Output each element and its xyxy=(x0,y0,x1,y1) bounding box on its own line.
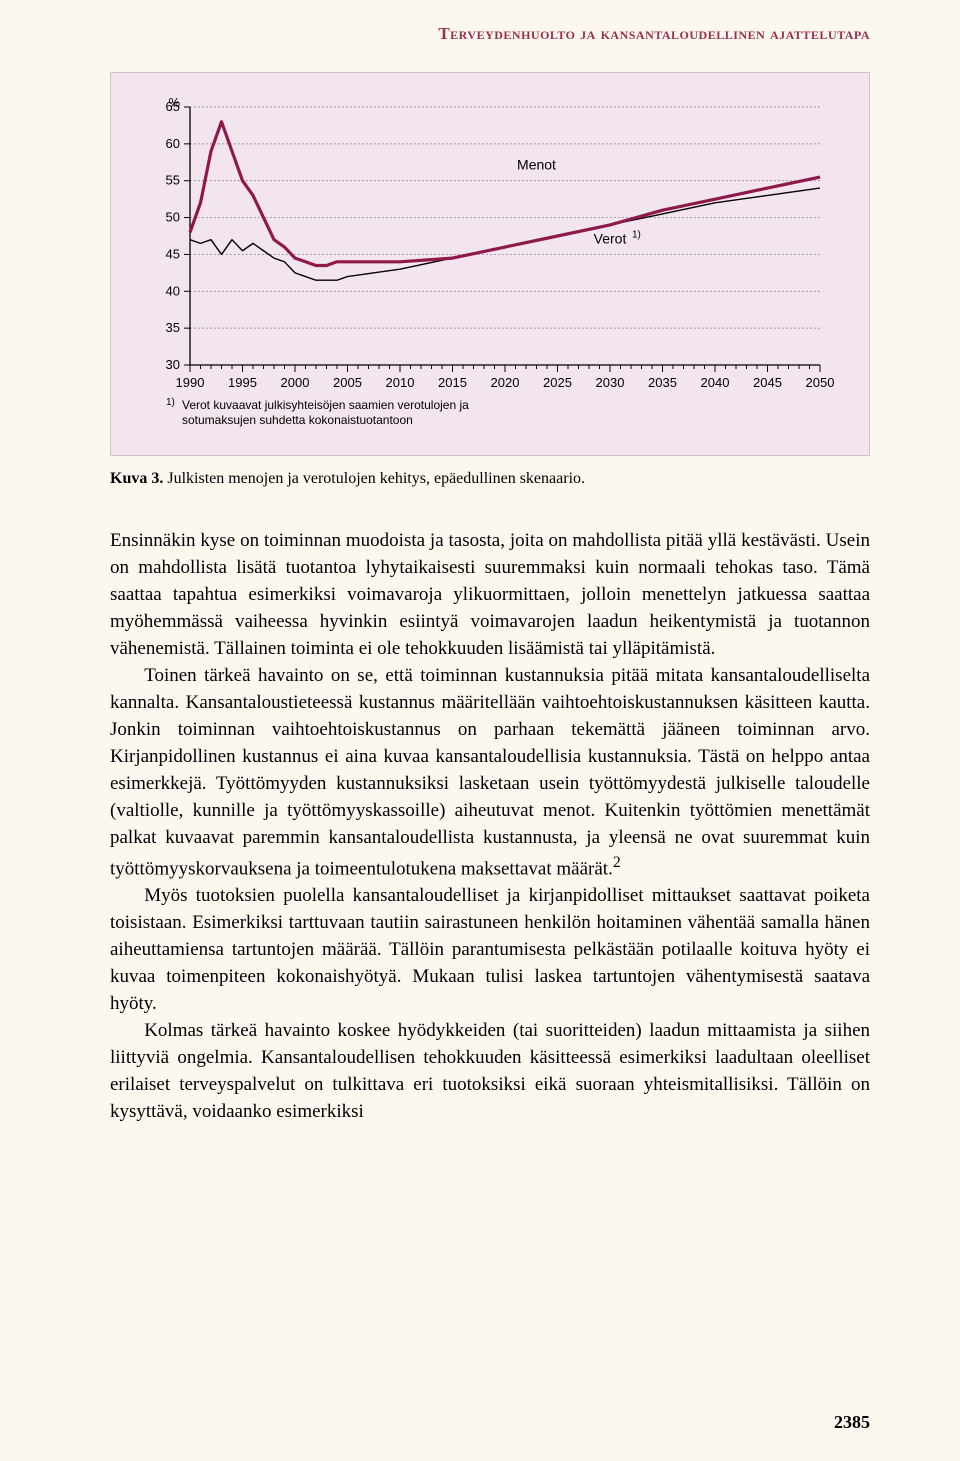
svg-text:2035: 2035 xyxy=(648,375,677,390)
figure-caption: Kuva 3. Julkisten menojen ja verotulojen… xyxy=(110,470,870,488)
svg-text:1990: 1990 xyxy=(176,375,205,390)
svg-text:1): 1) xyxy=(632,229,641,240)
svg-text:2040: 2040 xyxy=(701,375,730,390)
caption-text: Julkisten menojen ja verotulojen kehitys… xyxy=(163,470,585,487)
svg-text:50: 50 xyxy=(166,210,180,225)
svg-text:2050: 2050 xyxy=(806,375,835,390)
svg-text:55: 55 xyxy=(166,173,180,188)
svg-text:2020: 2020 xyxy=(491,375,520,390)
svg-text:35: 35 xyxy=(166,320,180,335)
svg-text:Verot: Verot xyxy=(594,230,627,246)
svg-text:sotumaksujen suhdetta kokonais: sotumaksujen suhdetta kokonaistuotantoon xyxy=(182,413,413,427)
figure-card: 3035404550556065%19901995200020052010201… xyxy=(110,72,870,456)
page-number: 2385 xyxy=(834,1412,870,1433)
svg-text:Verot kuvaavat julkisyhteisöje: Verot kuvaavat julkisyhteisöjen saamien … xyxy=(182,398,469,412)
svg-text:Menot: Menot xyxy=(517,157,556,173)
svg-text:2025: 2025 xyxy=(543,375,572,390)
svg-text:2030: 2030 xyxy=(596,375,625,390)
running-head: Terveydenhuolto ja kansantaloudellinen a… xyxy=(110,24,870,44)
body-text: Ensinnäkin kyse on toiminnan muodoista j… xyxy=(110,528,870,1126)
svg-text:60: 60 xyxy=(166,136,180,151)
caption-label: Kuva 3. xyxy=(110,470,163,487)
line-chart: 3035404550556065%19901995200020052010201… xyxy=(139,95,841,435)
svg-text:30: 30 xyxy=(166,357,180,372)
svg-text:45: 45 xyxy=(166,246,180,261)
paragraph: Kolmas tärkeä havainto koskee hyödykkeid… xyxy=(110,1018,870,1126)
svg-text:1): 1) xyxy=(166,397,175,408)
paragraph: Ensinnäkin kyse on toiminnan muodoista j… xyxy=(110,528,870,663)
svg-text:2005: 2005 xyxy=(333,375,362,390)
svg-text:%: % xyxy=(168,95,180,110)
svg-text:2045: 2045 xyxy=(753,375,782,390)
paragraph: Myös tuotoksien puolella kansantaloudell… xyxy=(110,883,870,1018)
footnote-ref: 2 xyxy=(613,854,621,871)
paragraph: Toinen tärkeä havainto on se, että toimi… xyxy=(110,663,870,883)
svg-text:40: 40 xyxy=(166,283,180,298)
svg-text:1995: 1995 xyxy=(228,375,257,390)
svg-text:2015: 2015 xyxy=(438,375,467,390)
svg-text:2010: 2010 xyxy=(386,375,415,390)
svg-text:2000: 2000 xyxy=(281,375,310,390)
